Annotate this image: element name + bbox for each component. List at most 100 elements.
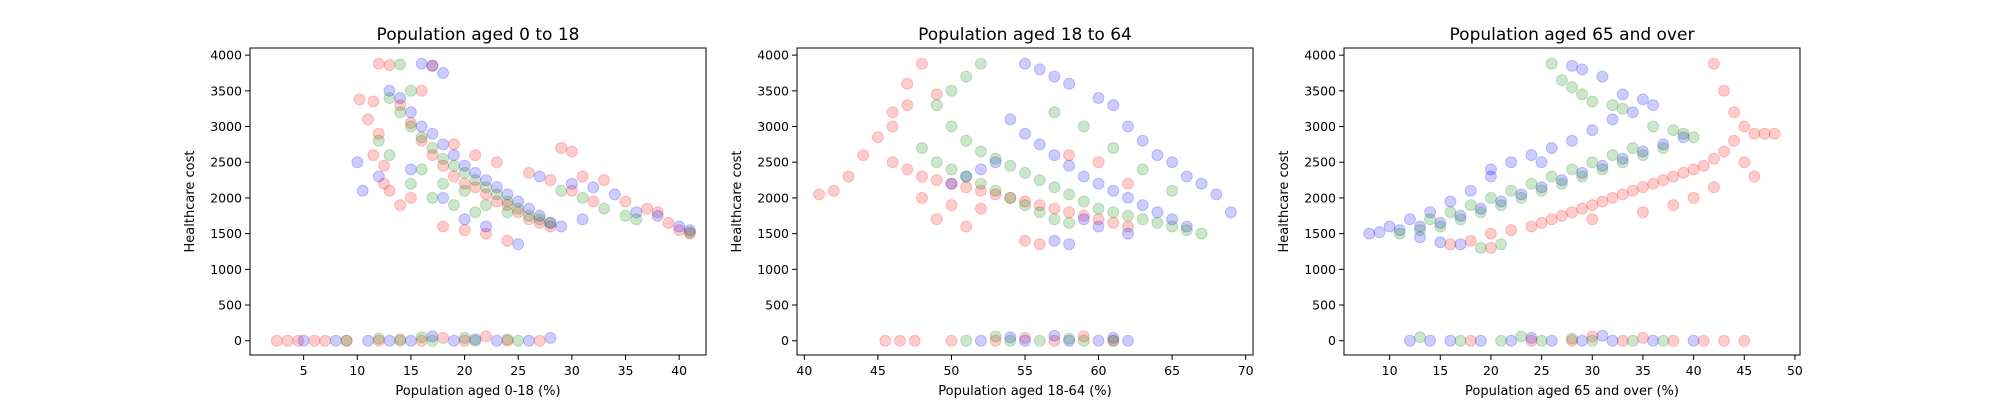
data-point bbox=[1687, 163, 1700, 176]
data-point bbox=[1535, 334, 1548, 347]
data-point bbox=[1586, 156, 1599, 169]
data-point bbox=[1697, 159, 1710, 172]
data-point bbox=[415, 334, 428, 347]
data-point bbox=[292, 334, 305, 347]
data-point bbox=[1077, 209, 1090, 222]
data-point bbox=[1464, 234, 1477, 247]
x-tick-label: 40 bbox=[1686, 363, 1702, 378]
data-point bbox=[945, 177, 958, 190]
data-point bbox=[1657, 334, 1670, 347]
data-point bbox=[1484, 241, 1497, 254]
data-point bbox=[930, 213, 943, 226]
data-point bbox=[458, 224, 471, 237]
chart-panel-3: 10 15 20 25 30 35 40 45 500500100015002000250030… bbox=[1277, 25, 1803, 399]
data-point bbox=[523, 166, 535, 179]
data-point bbox=[916, 57, 928, 70]
data-point bbox=[1718, 84, 1730, 97]
data-point bbox=[1545, 213, 1558, 226]
data-point bbox=[1657, 138, 1670, 151]
data-point bbox=[340, 334, 353, 347]
data-point bbox=[930, 88, 943, 101]
data-point bbox=[308, 334, 321, 347]
x-axis-label: Population aged 65 and over (%) bbox=[1465, 384, 1679, 399]
data-point bbox=[437, 220, 450, 233]
data-point bbox=[1566, 134, 1578, 147]
data-point bbox=[469, 334, 482, 347]
data-point bbox=[1019, 195, 1031, 208]
data-point bbox=[1495, 199, 1508, 212]
y-tick-label: 1000 bbox=[210, 262, 242, 277]
data-point bbox=[523, 334, 535, 347]
data-point bbox=[1667, 124, 1680, 137]
data-point bbox=[1677, 166, 1690, 179]
data-point bbox=[1166, 220, 1179, 233]
data-point bbox=[404, 334, 417, 347]
data-point bbox=[1454, 238, 1467, 251]
data-point bbox=[1555, 177, 1568, 190]
data-point bbox=[1092, 334, 1105, 347]
data-point bbox=[340, 334, 353, 347]
data-point bbox=[490, 334, 503, 347]
data-point bbox=[1555, 174, 1568, 187]
data-point bbox=[1048, 213, 1061, 226]
data-point bbox=[1647, 120, 1660, 133]
data-point bbox=[447, 170, 460, 183]
data-point bbox=[1596, 195, 1609, 208]
x-tick-label: 20 bbox=[1483, 363, 1499, 378]
data-point bbox=[512, 206, 525, 219]
data-point bbox=[1748, 127, 1761, 140]
data-point bbox=[555, 184, 568, 197]
y-tick-label: 3000 bbox=[210, 119, 242, 134]
data-point bbox=[1626, 142, 1639, 154]
data-point bbox=[565, 145, 578, 158]
data-point bbox=[1180, 170, 1193, 183]
data-point bbox=[501, 334, 514, 347]
data-point bbox=[871, 131, 884, 144]
x-tick-label: 35 bbox=[618, 363, 634, 378]
data-point bbox=[356, 184, 369, 197]
data-point bbox=[1092, 220, 1105, 233]
data-point bbox=[426, 330, 439, 343]
data-point bbox=[1616, 102, 1629, 115]
data-point bbox=[916, 142, 928, 154]
data-point bbox=[886, 106, 899, 119]
data-point bbox=[683, 224, 696, 237]
data-point bbox=[1019, 334, 1031, 347]
data-point bbox=[437, 177, 450, 190]
data-point bbox=[1151, 149, 1164, 162]
data-point bbox=[1092, 156, 1105, 169]
x-axis-label: Population aged 0-18 (%) bbox=[395, 384, 560, 399]
y-tick-label: 1500 bbox=[1304, 226, 1336, 241]
data-point bbox=[1616, 156, 1629, 169]
data-point bbox=[490, 156, 503, 169]
y-tick-label: 4000 bbox=[1304, 48, 1336, 63]
data-point bbox=[1019, 166, 1031, 179]
data-point bbox=[1616, 152, 1629, 165]
plot-frame bbox=[249, 47, 707, 356]
data-point bbox=[1092, 202, 1105, 215]
data-point bbox=[437, 159, 450, 172]
data-point bbox=[383, 334, 396, 347]
data-point bbox=[394, 58, 407, 71]
data-point bbox=[1616, 334, 1629, 347]
data-point bbox=[1566, 59, 1578, 72]
data-point bbox=[960, 134, 973, 147]
data-point bbox=[1004, 331, 1017, 344]
data-point bbox=[1166, 156, 1179, 169]
data-point bbox=[1586, 330, 1599, 343]
data-point bbox=[565, 184, 578, 197]
data-point bbox=[458, 184, 471, 197]
data-point bbox=[1424, 213, 1437, 226]
data-point bbox=[974, 177, 987, 190]
data-point bbox=[1166, 213, 1179, 226]
data-point bbox=[1555, 209, 1568, 222]
data-point bbox=[1738, 120, 1751, 133]
y-tick-label: 4000 bbox=[757, 48, 789, 63]
data-point bbox=[1515, 330, 1528, 343]
data-point bbox=[1707, 57, 1720, 70]
data-point bbox=[1033, 238, 1046, 251]
x-tick-label: 45 bbox=[870, 363, 886, 378]
x-tick-label: 10 bbox=[349, 363, 365, 378]
data-point bbox=[1535, 156, 1548, 169]
data-point bbox=[1647, 99, 1660, 112]
